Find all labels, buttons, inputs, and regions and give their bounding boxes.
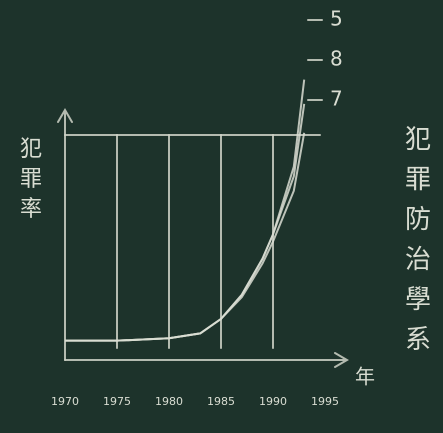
legend-label: 8 xyxy=(330,47,343,71)
x-tick-label: 1995 xyxy=(311,395,339,408)
legend-label: 7 xyxy=(330,87,343,111)
y-axis xyxy=(57,108,73,361)
x-tick-label: 1975 xyxy=(103,395,131,408)
x-tick-label: 1970 xyxy=(51,395,79,408)
legend-label: 5 xyxy=(330,7,343,31)
x-axis-label: 年 xyxy=(355,365,375,389)
side-text: 犯罪防治學系 xyxy=(405,125,431,355)
y-axis-label: 犯罪率 xyxy=(20,137,42,222)
x-tick-label: 1980 xyxy=(155,395,183,408)
line xyxy=(65,132,306,342)
x-axis xyxy=(64,352,349,368)
x-tick-label: 1990 xyxy=(259,395,287,408)
x-tick-label: 1985 xyxy=(207,395,235,408)
